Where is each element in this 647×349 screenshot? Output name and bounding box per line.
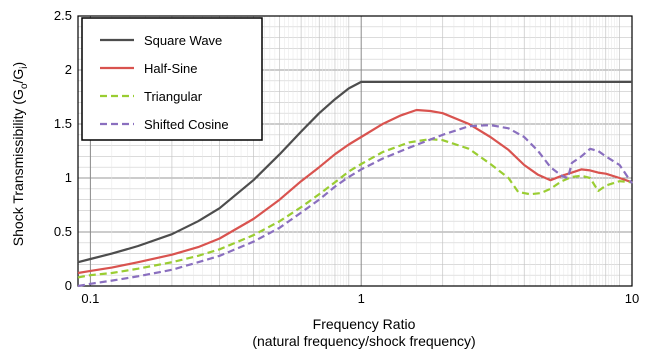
y-tick-label: 2 — [65, 62, 72, 77]
legend-label: Triangular — [144, 89, 203, 104]
y-tick-label: 0 — [65, 278, 72, 293]
legend-label: Half-Sine — [144, 61, 197, 76]
y-tick-labels: 0 0.5 1 1.5 2 2.5 — [54, 8, 72, 293]
legend-box — [81, 17, 263, 141]
y-axis-label-mid: /G — [10, 69, 26, 84]
y-tick-label: 0.5 — [54, 224, 72, 239]
series-line-square-wave — [77, 80, 632, 264]
legend-label: Shifted Cosine — [144, 117, 229, 132]
x-tick-label: 0.1 — [81, 291, 99, 306]
x-axis-label-secondary: (natural frequency/shock frequency) — [252, 333, 475, 349]
legend-label: Square Wave — [144, 33, 222, 48]
series-line-half-sine — [77, 108, 633, 275]
y-axis-label-end: ) — [10, 62, 26, 67]
y-axis-label: Shock Transmissibility (Go/Gi) — [10, 62, 30, 246]
y-axis-label-sub-i: i — [19, 66, 30, 68]
y-tick-label: 1 — [65, 170, 72, 185]
legend-items: Square Wave Half-Sine Triangular Shifted Co… — [100, 33, 229, 132]
grid-lines — [78, 16, 632, 286]
series-lines — [77, 80, 633, 288]
x-tick-labels: 0.1 1 10 — [81, 291, 639, 306]
y-tick-label: 1.5 — [54, 116, 72, 131]
y-tick-label: 2.5 — [54, 8, 72, 23]
series-line-shifted-cosine — [77, 123, 633, 288]
plot-frame — [77, 15, 633, 287]
y-axis-label-sub-o: o — [19, 83, 30, 89]
x-tick-label: 10 — [625, 291, 639, 306]
series-line-triangular — [77, 138, 633, 279]
y-axis-label-main: Shock Transmissibility (G — [10, 89, 26, 246]
legend: Square Wave Half-Sine Triangular Shifted Co… — [81, 17, 263, 141]
x-axis-label: Frequency Ratio — [313, 316, 416, 332]
x-tick-label: 1 — [358, 291, 365, 306]
